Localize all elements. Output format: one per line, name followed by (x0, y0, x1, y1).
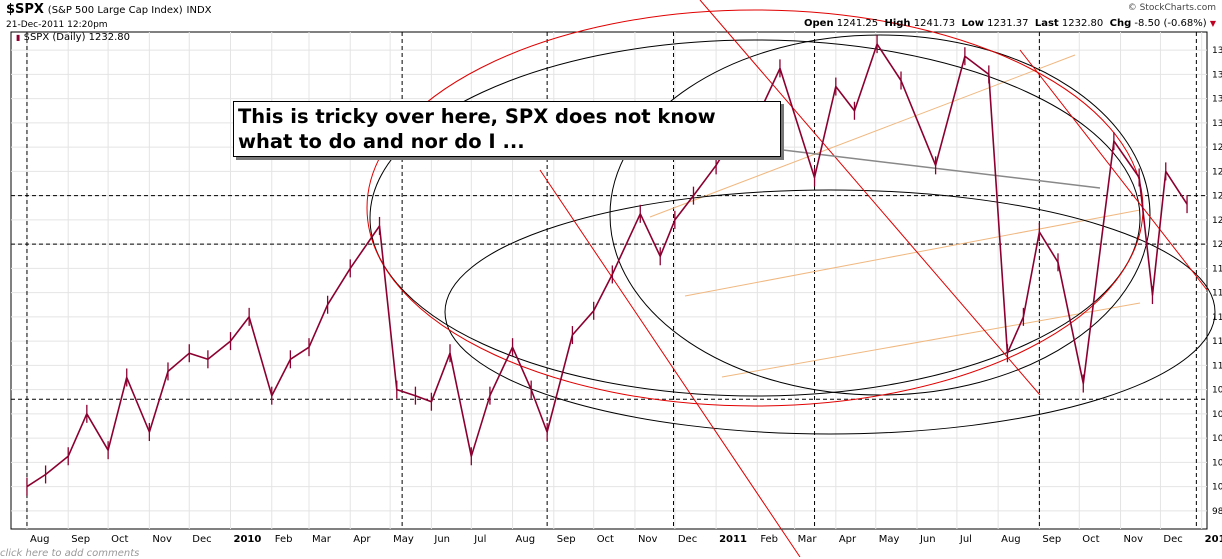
y-tick-label: 1260 (1212, 167, 1222, 177)
y-tick-label: 1280 (1212, 143, 1222, 153)
low-label: Low (961, 18, 984, 29)
horizontal-levels (11, 32, 1207, 529)
y-tick-label: 980 (1212, 507, 1222, 517)
add-comments-link[interactable]: click here to add comments (0, 548, 140, 559)
ohlc-readout: Open 1241.25 High 1241.73 Low 1231.37 La… (804, 18, 1216, 29)
x-tick-label: Feb (275, 534, 293, 545)
y-tick-label: 1220 (1212, 216, 1222, 226)
x-tick-label: Oct (111, 534, 128, 545)
y-tick-label: 1340 (1212, 70, 1222, 80)
y-tick-label: 1080 (1212, 386, 1222, 396)
chg-value: -8.50 (-0.68%) (1134, 18, 1207, 29)
ellipse-black-3 (444, 189, 1216, 435)
y-tick-label: 1020 (1212, 458, 1222, 468)
x-tick-label: May (393, 534, 414, 545)
x-tick-label: Dec (678, 534, 697, 545)
x-tick-label: Oct (1082, 534, 1099, 545)
x-tick-label: 2012 (1205, 534, 1222, 545)
x-tick-label: 2010 (234, 534, 262, 545)
x-tick-label: Aug (30, 534, 50, 545)
y-axis: 980 1000 1020 1040 1060 1080 1100 1120 1140 1160 1… (1212, 46, 1222, 517)
open-label: Open (804, 18, 834, 29)
x-tick-label: Jul (473, 534, 486, 545)
y-tick-label: 1140 (1212, 313, 1222, 323)
callout-line-1: This is tricky over here, SPX does not k… (238, 105, 716, 128)
legend-swatch-icon: ▮ (16, 33, 21, 42)
x-tick-label: Nov (638, 534, 658, 545)
y-tick-label: 1320 (1212, 95, 1222, 105)
series-legend: ▮ $SPX (Daily) 1232.80 (16, 32, 130, 43)
legend-label: $SPX (Daily) 1232.80 (23, 32, 130, 43)
x-tick-label: Nov (152, 534, 172, 545)
y-tick-label: 1120 (1212, 337, 1222, 347)
last-label: Last (1034, 18, 1059, 29)
channel-line (684, 209, 1141, 297)
brand-watermark: © StockCharts.com (1127, 3, 1216, 13)
y-tick-label: 1000 (1212, 483, 1222, 493)
x-tick-label: Sep (1042, 534, 1061, 545)
high-label: High (884, 18, 911, 29)
red-trend-line (539, 169, 801, 557)
x-tick-label: Mar (312, 534, 332, 545)
cycle-ellipses (366, 9, 1216, 435)
chart-datetime: 21-Dec-2011 12:20pm (6, 20, 108, 30)
y-tick-label: 1100 (1212, 361, 1222, 371)
high-value: 1241.73 (913, 18, 956, 29)
x-tick-label: Mar (798, 534, 818, 545)
exchange: INDX (186, 5, 212, 16)
price-series (26, 35, 1188, 496)
ellipse-black-1 (369, 39, 1141, 397)
x-tick-label: 2011 (719, 534, 747, 545)
index-name: (S&P 500 Large Cap Index) (47, 5, 183, 16)
x-tick-label: Apr (839, 534, 857, 545)
x-tick-label: Dec (1163, 534, 1182, 545)
y-tick-label: 1040 (1212, 434, 1222, 444)
symbol: $SPX (6, 2, 44, 17)
annotation-callout: This is tricky over here, SPX does not k… (233, 101, 781, 157)
y-tick-label: 1160 (1212, 289, 1222, 299)
x-tick-label: Jul (959, 534, 972, 545)
x-tick-label: Aug (1001, 534, 1021, 545)
x-tick-label: Apr (353, 534, 371, 545)
x-axis: Aug Sep Oct Nov Dec 2010 Feb Mar Apr May Jun Jul Aug… (30, 534, 1222, 545)
x-tick-label: Aug (516, 534, 536, 545)
y-tick-label: 1240 (1212, 192, 1222, 202)
chart-title: $SPX (S&P 500 Large Cap Index) INDX (6, 2, 212, 17)
x-tick-label: Feb (760, 534, 778, 545)
open-value: 1241.25 (836, 18, 879, 29)
y-tick-label: 1200 (1212, 240, 1222, 250)
x-tick-label: Sep (557, 534, 576, 545)
grey-resistance-line (782, 149, 1101, 189)
down-triangle-icon: ▼ (1209, 19, 1216, 28)
x-tick-label: Jun (919, 534, 936, 545)
trend-lines (539, 0, 1208, 557)
red-trend-line (699, 0, 1041, 396)
channel-line (721, 302, 1141, 378)
y-tick-label: 1300 (1212, 119, 1222, 129)
callout-line-2: what to do and nor do I ... (238, 130, 525, 153)
y-tick-label: 1360 (1212, 46, 1222, 56)
x-tick-label: May (879, 534, 900, 545)
y-tick-label: 1180 (1212, 264, 1222, 274)
x-tick-label: Sep (71, 534, 90, 545)
x-tick-label: Dec (192, 534, 211, 545)
chg-label: Chg (1109, 18, 1132, 29)
x-tick-label: Jun (433, 534, 450, 545)
y-tick-label: 1060 (1212, 410, 1222, 420)
red-trend-line (1019, 49, 1208, 291)
x-tick-label: Nov (1124, 534, 1144, 545)
low-value: 1231.37 (987, 18, 1029, 29)
x-tick-label: Oct (597, 534, 614, 545)
last-value: 1232.80 (1061, 18, 1104, 29)
price-line (26, 43, 1188, 488)
